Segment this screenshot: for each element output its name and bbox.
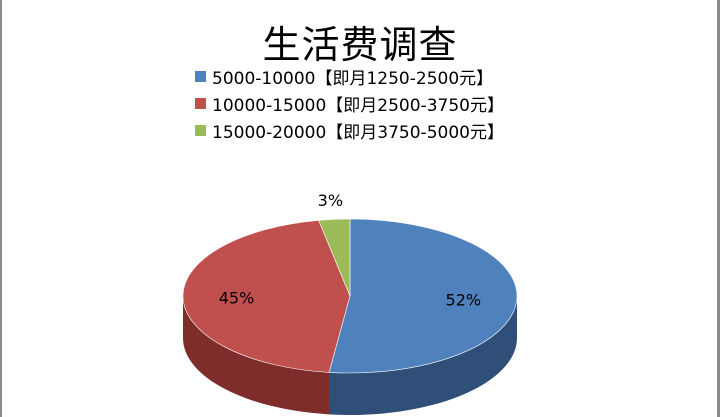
legend-label-2: 15000-20000【即月3750-5000元】 [212,123,504,143]
pie-slice-0 [328,218,518,374]
legend-label-1: 10000-15000【即月2500-3750元】 [212,96,504,116]
legend-swatch-0 [195,71,206,82]
pie-side-0 [329,296,517,415]
data-label-0: 52% [446,290,482,309]
legend-swatch-1 [195,98,206,109]
legend: 5000-10000【即月1250-2500元】 10000-15000【即月2… [195,63,504,144]
pie-side-1 [183,296,330,415]
frame-left-border [0,0,2,417]
pie-tops [182,218,518,374]
chart-title: 生活费调查 [262,23,458,67]
data-label-2: 3% [318,191,343,210]
legend-item-1: 10000-15000【即月2500-3750元】 [195,90,504,117]
data-label-1: 45% [219,289,255,308]
pie-slice-1 [182,220,351,373]
legend-swatch-2 [195,125,206,136]
legend-item-2: 15000-20000【即月3750-5000元】 [195,117,504,144]
legend-label-0: 5000-10000【即月1250-2500元】 [212,69,494,89]
legend-item-0: 5000-10000【即月1250-2500元】 [195,63,504,90]
frame-right-border [717,0,720,417]
pie-labels: 52% 45% 3% [219,191,481,309]
pie-slice-2 [318,218,351,297]
